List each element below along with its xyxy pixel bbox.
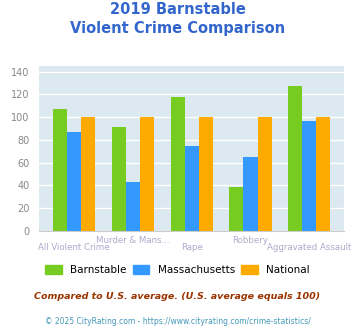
Bar	[112, 127, 126, 231]
Text: Murder & Mans...: Murder & Mans...	[96, 236, 170, 245]
Text: 2019 Barnstable: 2019 Barnstable	[110, 2, 245, 16]
Bar	[53, 109, 67, 231]
Text: All Violent Crime: All Violent Crime	[38, 243, 110, 251]
Bar	[229, 187, 244, 231]
Bar	[244, 157, 258, 231]
Bar	[302, 121, 316, 231]
Bar	[185, 146, 199, 231]
Text: Robbery: Robbery	[233, 236, 268, 245]
Bar	[288, 86, 302, 231]
Text: Compared to U.S. average. (U.S. average equals 100): Compared to U.S. average. (U.S. average …	[34, 292, 321, 301]
Text: Aggravated Assault: Aggravated Assault	[267, 243, 351, 251]
Bar	[258, 117, 272, 231]
Bar	[126, 182, 140, 231]
Bar	[140, 117, 154, 231]
Text: Rape: Rape	[181, 243, 203, 251]
Text: © 2025 CityRating.com - https://www.cityrating.com/crime-statistics/: © 2025 CityRating.com - https://www.city…	[45, 317, 310, 326]
Bar	[67, 132, 81, 231]
Bar	[316, 117, 331, 231]
Bar	[199, 117, 213, 231]
Bar	[170, 97, 185, 231]
Text: Violent Crime Comparison: Violent Crime Comparison	[70, 21, 285, 36]
Legend: Barnstable, Massachusetts, National: Barnstable, Massachusetts, National	[41, 261, 314, 280]
Bar	[81, 117, 95, 231]
